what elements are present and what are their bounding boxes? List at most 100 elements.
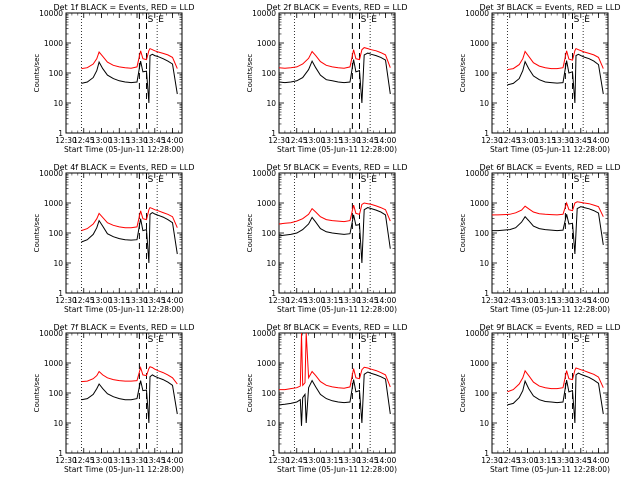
series-line	[507, 53, 604, 104]
y-tick-label: 10000	[465, 329, 489, 338]
x-axis-label: Start Time (05-Jun-11 12:28:00)	[490, 465, 610, 474]
y-axis-label: Counts/sec	[33, 54, 41, 93]
chart-title: Det 2f BLACK = Events, RED = LLD	[266, 3, 407, 12]
x-tick-label: 13:45	[357, 456, 379, 465]
x-tick-label: 13:30	[126, 136, 148, 145]
x-tick-label: 13:45	[357, 296, 379, 305]
chart-panel: Det 9f BLACK = Events, RED = LLD 1 10 100 10…	[459, 323, 621, 474]
series-line	[279, 332, 391, 391]
x-axis-label: Start Time (05-Jun-11 12:28:00)	[490, 305, 610, 314]
y-tick-label: 1	[484, 289, 489, 298]
x-tick-label: 13:30	[339, 296, 361, 305]
marker-label: E	[584, 175, 590, 185]
y-tick-label: 10000	[39, 9, 63, 18]
series-line	[81, 206, 178, 232]
x-tick-label: 12:30	[481, 456, 503, 465]
x-tick-label: 13:00	[91, 456, 113, 465]
marker-label: S	[148, 15, 154, 25]
marker-label: E	[371, 175, 377, 185]
y-tick-label: 100	[262, 389, 277, 398]
x-tick-label: 12:30	[55, 136, 77, 145]
y-tick-label: 10	[479, 259, 489, 268]
x-tick-label: 12:30	[481, 296, 503, 305]
x-tick-label: 13:45	[144, 296, 166, 305]
chart-panel: Det 4f BLACK = Events, RED = LLD 1 10 100 10…	[33, 163, 195, 314]
x-tick-label: 13:15	[321, 456, 343, 465]
y-axis-label: Counts/sec	[33, 374, 41, 413]
y-tick-label: 1	[58, 129, 63, 138]
y-tick-label: 1	[58, 289, 63, 298]
marker-label: S	[574, 175, 580, 185]
x-tick-label: 13:15	[108, 456, 130, 465]
plot-frame	[491, 332, 609, 454]
x-axis-label: Start Time (05-Jun-11 12:28:00)	[277, 145, 397, 154]
x-tick-label: 14:00	[162, 296, 184, 305]
x-tick-label: 13:30	[339, 456, 361, 465]
series-line	[278, 52, 391, 104]
y-axis-label: Counts/sec	[33, 214, 41, 253]
marker-label: S	[361, 175, 367, 185]
y-tick-label: 1	[484, 129, 489, 138]
y-tick-label: 10000	[252, 329, 276, 338]
y-tick-label: 1	[484, 449, 489, 458]
series-line	[492, 206, 604, 255]
x-tick-label: 12:45	[73, 296, 95, 305]
y-tick-label: 10000	[39, 169, 63, 178]
x-tick-label: 13:30	[552, 296, 574, 305]
y-tick-label: 100	[475, 389, 490, 398]
x-tick-label: 13:15	[108, 136, 130, 145]
x-tick-label: 13:30	[126, 456, 148, 465]
y-tick-label: 10	[266, 259, 276, 268]
marker-label: E	[584, 15, 590, 25]
y-tick-label: 1000	[470, 359, 489, 368]
x-tick-label: 14:00	[162, 136, 184, 145]
x-tick-label: 13:15	[321, 136, 343, 145]
x-tick-label: 13:45	[144, 456, 166, 465]
marker-label: E	[158, 15, 164, 25]
x-tick-label: 13:15	[534, 296, 556, 305]
x-tick-label: 14:00	[375, 296, 397, 305]
marker-label: E	[158, 175, 164, 185]
marker-label: S	[361, 15, 367, 25]
x-tick-label: 12:45	[286, 296, 308, 305]
chart-panel: Det 8f BLACK = Events, RED = LLD 1 10 100 10…	[246, 323, 408, 474]
marker-label: S	[148, 335, 154, 345]
y-tick-label: 100	[475, 229, 490, 238]
marker-label: E	[158, 335, 164, 345]
x-tick-label: 13:30	[552, 456, 574, 465]
plot-frame	[65, 332, 183, 454]
x-tick-label: 13:00	[304, 136, 326, 145]
series-line	[81, 53, 178, 104]
x-tick-label: 13:00	[517, 296, 539, 305]
y-tick-label: 1	[58, 449, 63, 458]
x-tick-label: 12:45	[499, 136, 521, 145]
y-tick-label: 100	[475, 69, 490, 78]
series-line	[81, 365, 178, 385]
plot-frame	[65, 172, 183, 294]
y-tick-label: 10	[53, 259, 63, 268]
x-tick-label: 12:45	[499, 456, 521, 465]
chart-panel: Det 5f BLACK = Events, RED = LLD 1 10 100 10…	[246, 163, 408, 314]
y-tick-label: 1000	[257, 39, 276, 48]
y-tick-label: 100	[49, 229, 64, 238]
marker-label: S	[574, 335, 580, 345]
marker-label: E	[371, 15, 377, 25]
x-tick-label: 14:00	[162, 456, 184, 465]
x-tick-label: 13:30	[552, 136, 574, 145]
series-line	[278, 202, 391, 225]
x-axis-label: Start Time (05-Jun-11 12:28:00)	[64, 145, 184, 154]
x-tick-label: 13:00	[304, 296, 326, 305]
plot-frame	[278, 332, 396, 454]
x-tick-label: 12:45	[73, 136, 95, 145]
y-tick-label: 1000	[257, 359, 276, 368]
x-tick-label: 14:00	[375, 136, 397, 145]
y-tick-label: 1	[271, 129, 276, 138]
plot-frame	[491, 172, 609, 294]
x-axis-label: Start Time (05-Jun-11 12:28:00)	[64, 465, 184, 474]
y-tick-label: 1000	[470, 39, 489, 48]
y-axis-label: Counts/sec	[459, 214, 467, 253]
y-tick-label: 10000	[252, 169, 276, 178]
x-tick-label: 12:45	[499, 296, 521, 305]
x-tick-label: 13:45	[357, 136, 379, 145]
chart-title: Det 1f BLACK = Events, RED = LLD	[53, 3, 194, 12]
